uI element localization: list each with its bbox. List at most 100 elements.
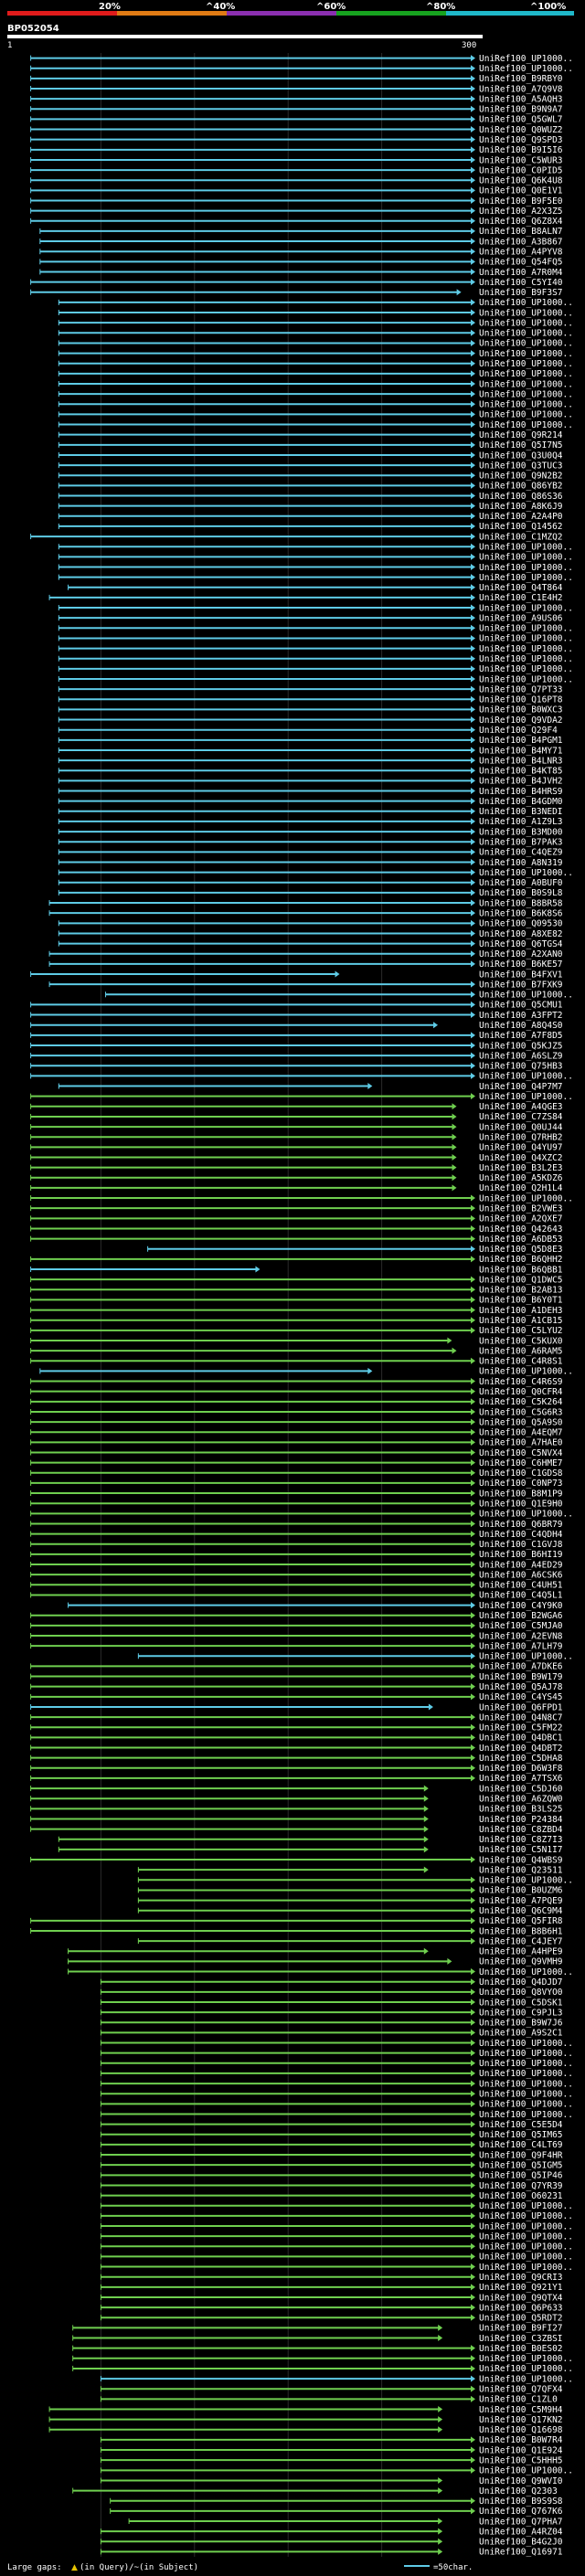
hit-label[interactable]: UniRef100_Q5I7N5 <box>479 440 563 451</box>
hit-row[interactable]: UniRef100_B0W7R4 <box>100 2435 563 2445</box>
hit-label[interactable]: UniRef100_Q14562 <box>479 522 563 532</box>
hit-label[interactable]: UniRef100_Q5AJ78 <box>479 1682 563 1692</box>
hit-row[interactable]: UniRef100_UP1000.. <box>30 1193 573 1203</box>
hit-label[interactable]: UniRef100_Q4DJD7 <box>479 1977 563 1988</box>
hit-label[interactable]: UniRef100_C4LT69 <box>479 2140 563 2150</box>
hit-label[interactable]: UniRef100_Q42643 <box>479 1224 563 1235</box>
hit-label[interactable]: UniRef100_B9F3S7 <box>479 288 563 298</box>
hit-row[interactable]: UniRef100_D6W3F8 <box>30 1764 563 1774</box>
hit-row[interactable]: UniRef100_B2VWE3 <box>30 1203 563 1214</box>
hit-row[interactable]: UniRef100_C6HME7 <box>30 1458 563 1468</box>
hit-label[interactable]: UniRef100_Q86S36 <box>479 492 563 502</box>
hit-row[interactable]: UniRef100_UP1000.. <box>58 349 573 359</box>
hit-label[interactable]: UniRef100_Q0UJ44 <box>479 1122 563 1132</box>
hit-row[interactable]: UniRef100_Q16PT8 <box>58 695 563 705</box>
hit-label[interactable]: UniRef100_UP1000.. <box>479 379 573 389</box>
hit-row[interactable]: UniRef100_Q4YU97 <box>30 1143 563 1153</box>
hit-row[interactable]: UniRef100_C4R6S9 <box>30 1377 563 1387</box>
hit-row[interactable]: UniRef100_B8ALN7 <box>39 227 563 237</box>
hit-row[interactable]: UniRef100_B9S9S8 <box>110 2496 563 2507</box>
hit-label[interactable]: UniRef100_C5M9H4 <box>479 2405 563 2415</box>
hit-row[interactable]: UniRef100_Q5GWL7 <box>30 115 563 125</box>
hit-row[interactable]: UniRef100_A4ED29 <box>30 1560 563 1570</box>
hit-row[interactable]: UniRef100_B3L2E3 <box>30 1163 563 1173</box>
hit-label[interactable]: UniRef100_A4QGE3 <box>479 1102 563 1112</box>
hit-label[interactable]: UniRef100_B2AB13 <box>479 1286 563 1296</box>
hit-label[interactable]: UniRef100_Q4YU97 <box>479 1143 563 1153</box>
hit-row[interactable]: UniRef100_B9F3S7 <box>30 288 563 298</box>
hit-label[interactable]: UniRef100_B8ALN7 <box>479 227 563 237</box>
hit-row[interactable]: UniRef100_B2WGA6 <box>30 1611 563 1621</box>
hit-label[interactable]: UniRef100_C5E5D4 <box>479 2120 563 2130</box>
hit-row[interactable]: UniRef100_A2QXE7 <box>30 1214 563 1224</box>
hit-label[interactable]: UniRef100_A7Q9V8 <box>479 84 563 94</box>
hit-label[interactable]: UniRef100_Q5IGM5 <box>479 2160 563 2170</box>
hit-row[interactable]: UniRef100_UP1000.. <box>58 318 573 328</box>
hit-label[interactable]: UniRef100_A2EVN8 <box>479 1631 563 1641</box>
hit-row[interactable]: UniRef100_UP1000.. <box>58 410 573 420</box>
hit-row[interactable]: UniRef100_UP1000.. <box>58 563 573 573</box>
hit-row[interactable]: UniRef100_Q9VDA2 <box>58 716 563 726</box>
hit-row[interactable]: UniRef100_B7PAK3 <box>58 838 563 848</box>
hit-row[interactable]: UniRef100_C0NP73 <box>30 1479 563 1489</box>
hit-label[interactable]: UniRef100_Q16PT8 <box>479 695 563 705</box>
hit-row[interactable]: UniRef100_Q1E924 <box>100 2445 563 2455</box>
hit-row[interactable]: UniRef100_C4Y9K0 <box>68 1601 563 1611</box>
hit-row[interactable]: UniRef100_C5G6R3 <box>30 1407 563 1417</box>
hit-row[interactable]: UniRef100_UP1000.. <box>100 2100 573 2110</box>
hit-label[interactable]: UniRef100_B9RBY0 <box>479 74 563 84</box>
hit-row[interactable]: UniRef100_Q86YB2 <box>58 482 563 492</box>
hit-row[interactable]: UniRef100_UP1000.. <box>58 359 573 369</box>
hit-row[interactable]: UniRef100_B6KE57 <box>48 959 563 970</box>
hit-label[interactable]: UniRef100_UP1000.. <box>479 389 573 399</box>
hit-row[interactable]: UniRef100_C4JEY7 <box>137 1936 563 1946</box>
hit-row[interactable]: UniRef100_Q5RDT2 <box>100 2314 563 2324</box>
hit-label[interactable]: UniRef100_A5KDZ6 <box>479 1173 563 1183</box>
hit-row[interactable]: UniRef100_B4MY71 <box>58 746 563 756</box>
hit-row[interactable]: UniRef100_UP1000.. <box>100 2039 573 2049</box>
hit-label[interactable]: UniRef100_C3ZBSI <box>479 2334 563 2344</box>
hit-label[interactable]: UniRef100_C5FM22 <box>479 1723 563 1733</box>
hit-row[interactable]: UniRef100_C5KUX0 <box>30 1336 563 1346</box>
hit-label[interactable]: UniRef100_UP1000.. <box>479 1367 573 1377</box>
hit-label[interactable]: UniRef100_C1GDS8 <box>479 1468 563 1479</box>
hit-label[interactable]: UniRef100_UP1000.. <box>479 674 573 684</box>
hit-row[interactable]: UniRef100_C5HHH5 <box>100 2455 563 2465</box>
hit-row[interactable]: UniRef100_UP1000.. <box>58 379 573 389</box>
hit-label[interactable]: UniRef100_Q4P7M7 <box>479 1082 563 1092</box>
hit-label[interactable]: UniRef100_B3NEDI <box>479 807 563 817</box>
hit-row[interactable]: UniRef100_Q17KN2 <box>48 2415 563 2425</box>
hit-label[interactable]: UniRef100_UP1000.. <box>479 420 573 430</box>
hit-row[interactable]: UniRef100_UP1000.. <box>58 654 573 664</box>
hit-label[interactable]: UniRef100_B9W7J6 <box>479 2019 563 2029</box>
hit-row[interactable]: UniRef100_Q0WUZ2 <box>30 125 563 135</box>
hit-label[interactable]: UniRef100_UP1000.. <box>479 563 573 573</box>
hit-label[interactable]: UniRef100_A7PQE9 <box>479 1896 563 1906</box>
hit-label[interactable]: UniRef100_B7PAK3 <box>479 838 563 848</box>
hit-label[interactable]: UniRef100_Q2H1L4 <box>479 1183 563 1193</box>
hit-row[interactable]: UniRef100_UP1000.. <box>58 369 573 379</box>
hit-label[interactable]: UniRef100_O60231 <box>479 2191 563 2201</box>
hit-label[interactable]: UniRef100_A8Q4S0 <box>479 1021 563 1031</box>
hit-label[interactable]: UniRef100_A7HAE0 <box>479 1438 563 1448</box>
hit-row[interactable]: UniRef100_A6ZQW0 <box>30 1795 563 1805</box>
hit-label[interactable]: UniRef100_A0BUF0 <box>479 878 563 888</box>
hit-label[interactable]: UniRef100_B0ES02 <box>479 2344 563 2354</box>
hit-row[interactable]: UniRef100_A7LH79 <box>30 1641 563 1651</box>
hit-row[interactable]: UniRef100_Q1DWC5 <box>30 1275 563 1285</box>
hit-label[interactable]: UniRef100_Q23511 <box>479 1865 563 1875</box>
hit-label[interactable]: UniRef100_Q6C9M4 <box>479 1906 563 1916</box>
hit-row[interactable]: UniRef100_C4LT69 <box>100 2140 563 2150</box>
hit-row[interactable]: UniRef100_B9F5E0 <box>30 196 563 207</box>
hit-label[interactable]: UniRef100_UP1000.. <box>479 664 573 674</box>
hit-row[interactable]: UniRef100_C1MZQ2 <box>30 532 563 542</box>
hit-row[interactable]: UniRef100_UP1000.. <box>100 2231 573 2242</box>
hit-label[interactable]: UniRef100_B4LNR3 <box>479 756 563 766</box>
hit-row[interactable]: UniRef100_C4YS45 <box>30 1692 563 1702</box>
hit-label[interactable]: UniRef100_C4R6S9 <box>479 1377 563 1387</box>
hit-label[interactable]: UniRef100_C9PJL3 <box>479 2008 563 2018</box>
hit-label[interactable]: UniRef100_Q16971 <box>479 2548 563 2558</box>
hit-label[interactable]: UniRef100_Q2303 <box>479 2486 558 2496</box>
hit-row[interactable]: UniRef100_Q5FIR8 <box>30 1916 563 1926</box>
hit-label[interactable]: UniRef100_Q54FQ5 <box>479 258 563 268</box>
